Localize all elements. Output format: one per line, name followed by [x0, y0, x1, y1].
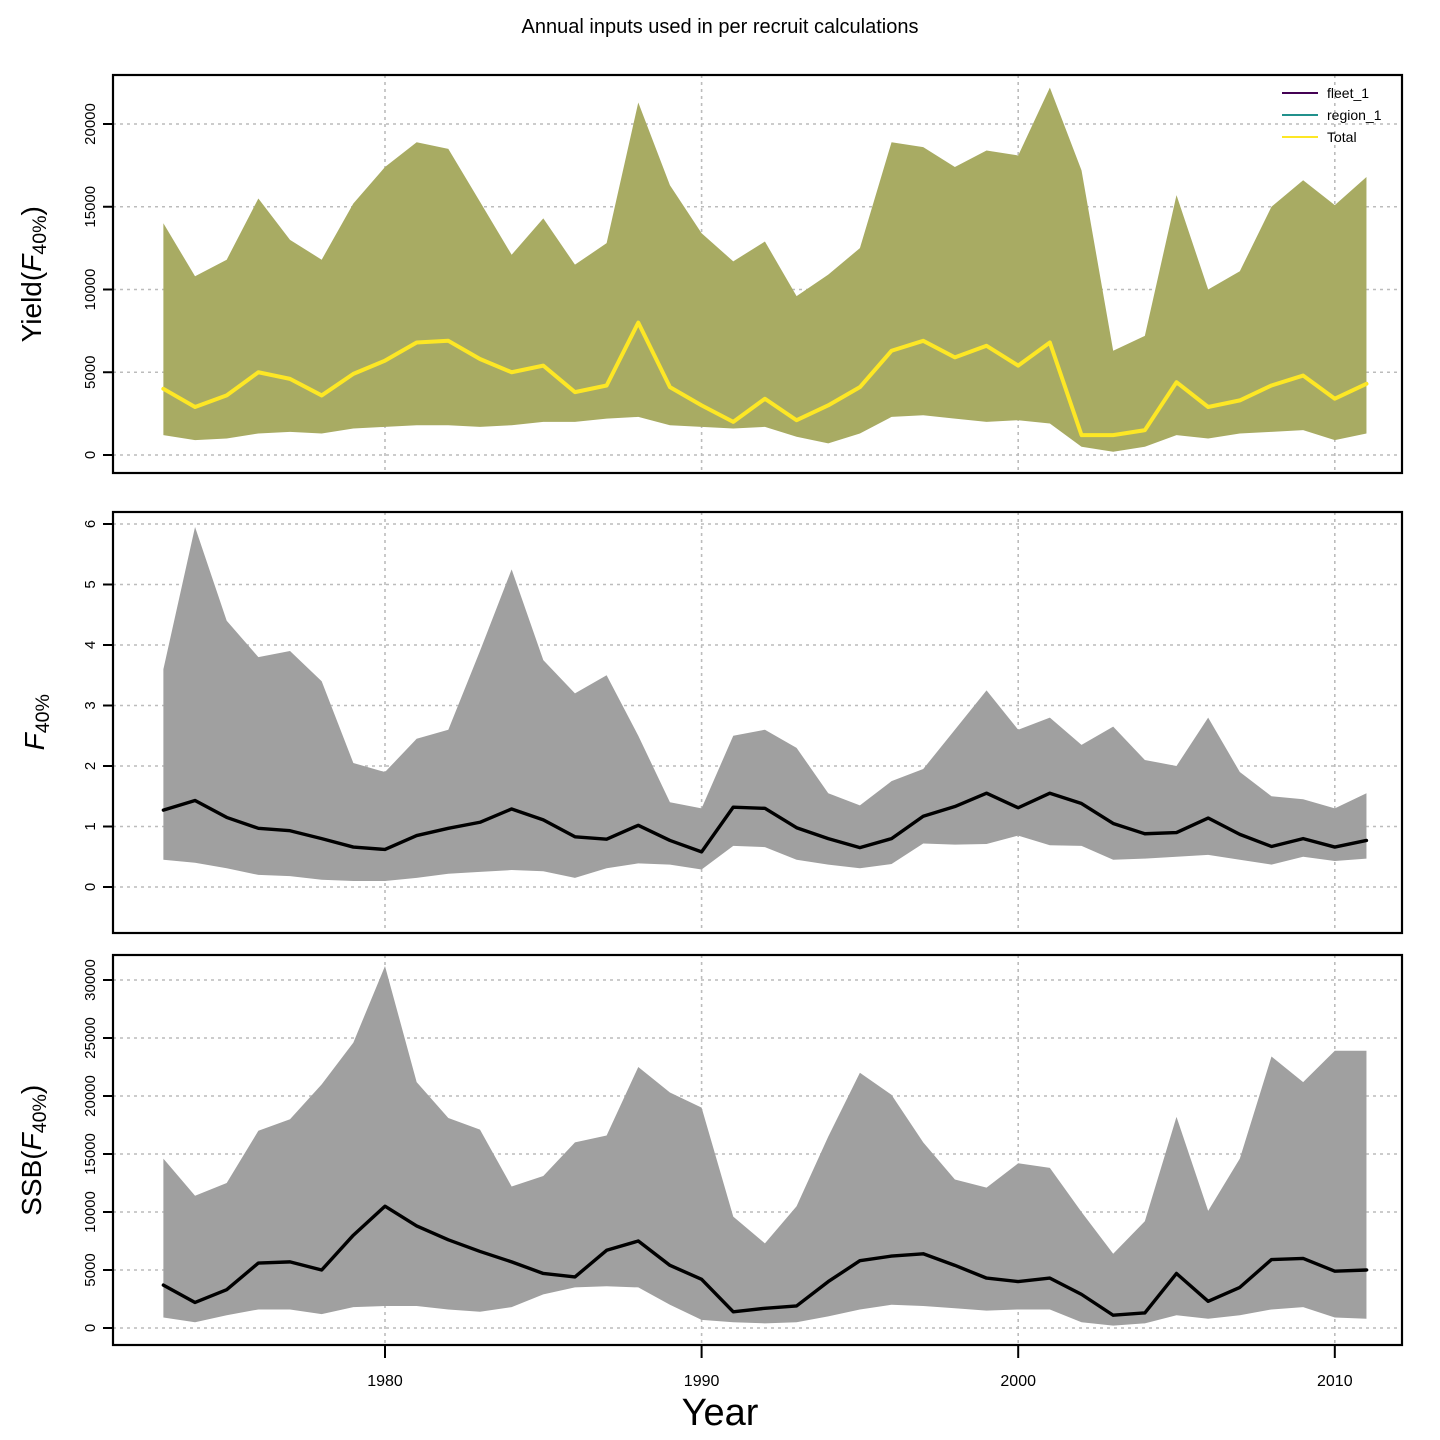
ylab-pre: SSB(	[15, 1150, 47, 1216]
panel-yield-per-recruit: 0 5000 10000 15000 20000	[82, 73, 1404, 475]
ylab-pre: Yield(	[15, 271, 47, 343]
panel-ssb-per-recruit: 0 5000 10000 15000 20000 25000 30000 1980 1990 20…	[82, 953, 1404, 1390]
y-tick-label: 10000	[82, 1191, 99, 1233]
ssb-per-recruit-median-line	[161, 1204, 1369, 1317]
y-tick-label: 6	[82, 520, 99, 528]
y-tick-label: 1	[82, 822, 99, 830]
y-axis-label-f40: F40%	[19, 502, 55, 942]
x-tick-label: 2010	[1317, 1373, 1353, 1390]
panel-frame	[111, 510, 1404, 935]
y-tick-label: 15000	[82, 186, 99, 228]
x-axis-title: Year	[681, 1392, 759, 1434]
panel-frame	[111, 73, 1404, 475]
ylab-post: )	[15, 206, 47, 216]
yield-per-recruit-median-line	[161, 320, 1369, 438]
f40-percent-confidence-band	[163, 527, 1367, 881]
y-tick-label: 5000	[82, 1253, 99, 1286]
fleet-1-line-swatch	[1282, 92, 1318, 94]
legend: fleet_1 region_1 Total	[1282, 82, 1382, 148]
legend-row-region-1: region_1	[1282, 104, 1382, 126]
y-tick-label: 3	[82, 701, 99, 709]
ylab-sub: 40%	[32, 694, 55, 734]
panel-f40-percent: 0 1 2 3 4 5 6	[82, 510, 1404, 935]
legend-label: Total	[1327, 129, 1357, 145]
legend-label: region_1	[1327, 107, 1382, 123]
yield-per-recruit-confidence-band	[163, 87, 1367, 452]
ssb-per-recruit-confidence-band	[163, 966, 1367, 1326]
total-line-swatch	[1282, 136, 1318, 138]
y-tick-label: 0	[82, 883, 99, 891]
y-tick-label: 2	[82, 762, 99, 770]
y-axis-label-yield: Yield(F40%)	[16, 54, 52, 494]
y-tick-label: 5000	[82, 356, 99, 389]
y-tick-label: 0	[82, 1324, 99, 1332]
ylab-f: F	[18, 733, 50, 751]
ylab-post: )	[15, 1084, 47, 1095]
y-tick-label: 10000	[82, 269, 99, 311]
ylab-f: F	[15, 1133, 47, 1151]
y-tick-label: 4	[82, 641, 99, 649]
legend-row-total: Total	[1282, 126, 1382, 148]
legend-row-fleet-1: fleet_1	[1282, 82, 1382, 104]
y-tick-label: 20000	[82, 1075, 99, 1117]
panel-frame	[111, 953, 1404, 1347]
y-tick-label: 5	[82, 580, 99, 588]
ylab-sub: 40%	[29, 1094, 52, 1134]
x-tick-label: 2000	[1000, 1373, 1036, 1390]
y-tick-label: 15000	[82, 1133, 99, 1175]
y-axis-label-ssb: SSB(F40%)	[16, 930, 52, 1370]
y-tick-label: 25000	[82, 1017, 99, 1059]
f40-percent-median-line	[161, 791, 1369, 854]
y-tick-label: 0	[82, 451, 99, 459]
figure-title: Annual inputs used in per recruit calcul…	[521, 16, 919, 38]
x-tick-label: 1980	[367, 1373, 403, 1390]
y-tick-label: 20000	[82, 103, 99, 145]
y-tick-label: 30000	[82, 959, 99, 1001]
ylab-sub: 40%	[29, 215, 52, 255]
ylab-f: F	[15, 254, 47, 272]
x-tick-label: 1990	[684, 1373, 720, 1390]
legend-label: fleet_1	[1327, 85, 1370, 101]
region-1-line-swatch	[1282, 114, 1318, 116]
